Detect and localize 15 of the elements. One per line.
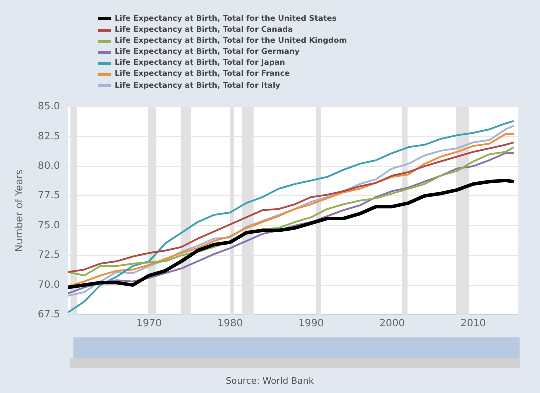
x-tick-label: 1980 — [218, 318, 244, 330]
y-tick-label: 85.0 — [38, 102, 60, 113]
x-tick-label: 1970 — [136, 318, 162, 330]
x-tick-label: 2000 — [380, 318, 406, 330]
y-tick-label: 70.0 — [38, 280, 60, 291]
x-tick-label: 2010 — [460, 318, 486, 330]
y-tick-label: 77.5 — [38, 190, 60, 202]
y-tick-label: 80.0 — [38, 161, 60, 172]
y-tick-label: 82.5 — [38, 131, 60, 142]
y-tick-label: 67.5 — [38, 310, 60, 321]
y-axis-title: Number of Years — [14, 170, 26, 252]
y-tick-label: 72.5 — [38, 250, 60, 262]
x-tick-label: 1990 — [298, 318, 324, 330]
y-tick-label: 75.0 — [38, 220, 60, 232]
source-note: Source: World Bank — [224, 377, 316, 387]
